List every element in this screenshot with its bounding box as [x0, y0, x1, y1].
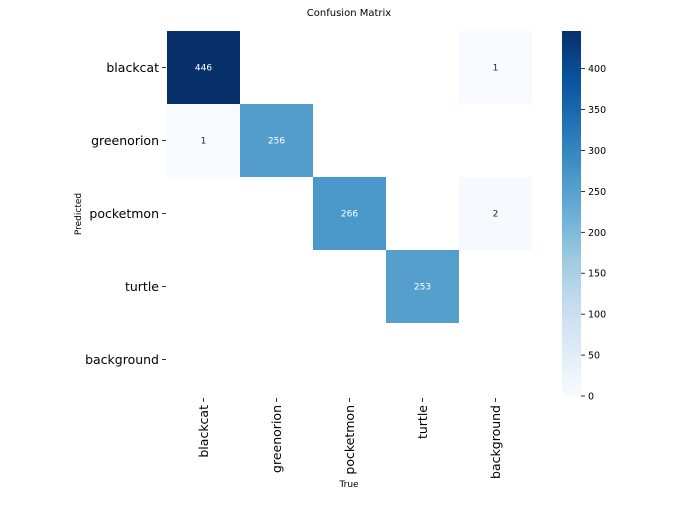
heatmap-cell-labels: 446 1 1 256 266 2 253	[195, 64, 498, 293]
heatmap-cell-value: 1	[493, 64, 499, 74]
heatmap-cell	[386, 250, 459, 323]
y-tick-label: pocketmon	[89, 206, 159, 221]
x-axis-ticks: blackcat greenorion pocketmon turtle backgro…	[196, 398, 503, 479]
colorbar-tick-label: 300	[588, 146, 606, 157]
colorbar-tick-label: 0	[588, 392, 594, 403]
heatmap-cell	[459, 31, 532, 104]
colorbar-tick-label: 350	[588, 105, 606, 116]
heatmap-cell	[459, 177, 532, 250]
x-tick-label: turtle	[415, 405, 430, 439]
x-tick-label: background	[488, 405, 503, 479]
colorbar-tick-label: 250	[588, 187, 606, 198]
y-tick-label: background	[85, 352, 159, 367]
heatmap-cells	[167, 31, 532, 323]
heatmap-cell-value: 1	[201, 137, 207, 147]
y-tick-label: blackcat	[106, 60, 159, 75]
heatmap-cell	[167, 31, 240, 104]
x-tick-label: pocketmon	[342, 405, 357, 475]
y-axis-ticks: blackcat greenorion pocketmon turtle backgro…	[85, 60, 166, 367]
x-tick-label: blackcat	[196, 405, 211, 458]
colorbar-tick-label: 100	[588, 310, 606, 321]
colorbar	[562, 31, 581, 396]
heatmap-cell-value: 2	[493, 210, 499, 220]
y-axis-label: Predicted	[74, 193, 84, 235]
colorbar-tick-label: 400	[588, 64, 606, 75]
colorbar-ticks: 0 50 100 150 200 250 300 350 400	[581, 64, 606, 403]
chart-title: Confusion Matrix	[307, 8, 391, 19]
colorbar-tick-label: 50	[588, 351, 600, 362]
y-tick-label: greenorion	[91, 133, 159, 148]
x-axis-label: True	[338, 480, 359, 490]
x-tick-label: greenorion	[269, 405, 284, 473]
heatmap-cell-value: 446	[195, 64, 212, 74]
colorbar-tick-label: 200	[588, 228, 606, 239]
heatmap-cell	[240, 104, 313, 177]
heatmap-cell	[167, 104, 240, 177]
y-tick-label: turtle	[125, 279, 159, 294]
heatmap-cell-value: 266	[341, 210, 358, 220]
heatmap-cell	[313, 177, 386, 250]
heatmap-cell-value: 253	[414, 283, 431, 293]
colorbar-tick-label: 150	[588, 269, 606, 280]
heatmap-cell-value: 256	[268, 137, 285, 147]
